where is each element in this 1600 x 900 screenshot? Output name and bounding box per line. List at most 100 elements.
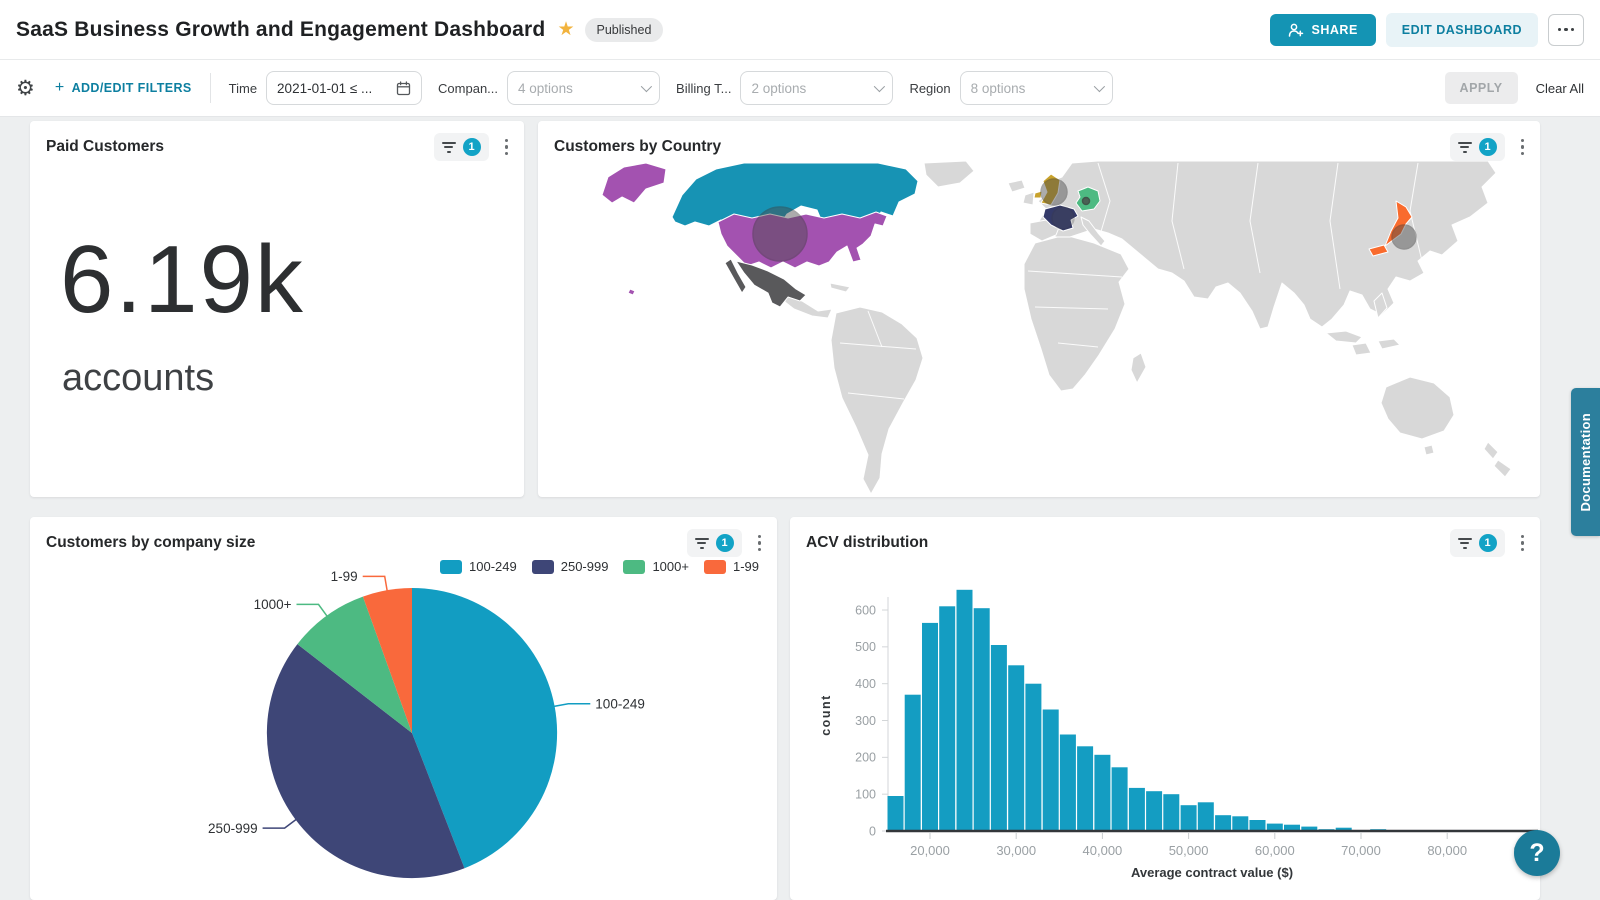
legend-label: 1000+: [652, 559, 689, 574]
share-button-label: SHARE: [1311, 22, 1358, 37]
help-button[interactable]: ?: [1514, 830, 1560, 876]
card-filter-chip[interactable]: 1: [1449, 529, 1505, 557]
legend-item-1000+[interactable]: 1000+: [623, 559, 689, 574]
company-filter-select[interactable]: 4 options: [507, 71, 661, 105]
card-title: ACV distribution: [806, 534, 929, 551]
filter-icon: [441, 141, 456, 153]
legend-label: 1-99: [732, 559, 759, 574]
card-title: Customers by Country: [554, 138, 722, 155]
borneo-landmass: [1351, 342, 1372, 356]
world-map-chart[interactable]: [538, 161, 1540, 497]
legend-item-1-99[interactable]: 1-99: [703, 559, 759, 574]
svg-text:600: 600: [855, 603, 876, 617]
italy-landmass: [1080, 216, 1106, 247]
filter-settings-gear-icon[interactable]: ⚙: [16, 76, 35, 100]
sumatra-landmass: [1325, 330, 1363, 344]
svg-text:250-999: 250-999: [208, 821, 258, 836]
filter-label-region: Region: [909, 80, 951, 96]
edit-dashboard-button[interactable]: EDIT DASHBOARD: [1385, 12, 1538, 47]
chevron-down-icon: [640, 80, 653, 93]
share-button[interactable]: SHARE: [1269, 13, 1376, 46]
tasmania-landmass: [1423, 444, 1435, 456]
iceland-landmass: [1007, 179, 1026, 193]
central-america-landmass: [783, 294, 833, 319]
card-filter-chip[interactable]: 1: [686, 529, 742, 557]
customers-by-company-size-card: Customers by company size 1 100-249 250-9…: [30, 517, 777, 900]
svg-text:200: 200: [855, 751, 876, 765]
histogram-chart[interactable]: 0 100 200 300 400 500 600 20,000 30,000 40,000 50,…: [790, 555, 1540, 900]
help-button-label: ?: [1529, 838, 1545, 867]
region-filter-value: 8 options: [970, 80, 1026, 96]
germany-bubble-marker: [1081, 196, 1091, 206]
legend-item-100-249[interactable]: 100-249: [440, 559, 517, 574]
filter-icon: [694, 537, 709, 549]
united-kingdom-region: [1040, 173, 1061, 206]
greenland-landmass: [923, 161, 975, 188]
add-edit-filters-button[interactable]: + ADD/EDIT FILTERS: [55, 79, 192, 97]
documentation-tab[interactable]: Documentation: [1571, 388, 1600, 536]
filter-count-badge: 1: [715, 534, 734, 552]
billing-filter-select[interactable]: 2 options: [740, 71, 894, 105]
calendar-icon: [396, 80, 411, 95]
card-filter-chip[interactable]: 1: [1449, 133, 1505, 161]
time-filter-value: 2021-01-01 ≤ ...: [277, 80, 373, 96]
time-filter-input[interactable]: 2021-01-01 ≤ ...: [266, 71, 423, 105]
hawaii-region: [627, 288, 636, 296]
status-badge: Published: [584, 17, 664, 42]
svg-text:300: 300: [855, 714, 876, 728]
chevron-down-icon: [1093, 80, 1105, 93]
acv-distribution-card: ACV distribution 1 0 100 200 300 400 500 600 20…: [790, 517, 1540, 900]
alaska-region: [601, 162, 667, 204]
filter-label-company: Compan...: [438, 80, 499, 96]
legend-swatch: [440, 559, 463, 574]
legend-swatch: [531, 559, 554, 574]
filter-count-badge: 1: [1478, 534, 1497, 552]
kpi-unit: accounts: [62, 357, 215, 399]
filter-label-time: Time: [228, 80, 258, 96]
card-menu-kebab-icon[interactable]: [1517, 135, 1529, 160]
region-filter-select[interactable]: 8 options: [959, 71, 1113, 105]
card-title: Paid Customers: [46, 138, 165, 155]
legend-label: 250-999: [560, 559, 609, 574]
card-title: Customers by company size: [46, 534, 256, 551]
documentation-tab-label: Documentation: [1578, 412, 1593, 512]
company-filter-value: 4 options: [518, 80, 573, 96]
svg-text:80,000: 80,000: [1427, 843, 1467, 858]
filter-count-badge: 1: [462, 138, 481, 156]
svg-text:70,000: 70,000: [1341, 843, 1381, 858]
divider: [209, 73, 211, 103]
mexico-region: [735, 260, 807, 308]
more-options-button[interactable]: [1548, 13, 1584, 46]
card-filter-chip[interactable]: 1: [433, 133, 489, 161]
northern-ireland-region: [1033, 190, 1043, 199]
philippines-landmass: [1373, 292, 1388, 319]
billing-filter-value: 2 options: [751, 80, 807, 96]
japan-south-region: [1368, 244, 1389, 257]
japan-bubble-marker: [1391, 224, 1417, 250]
ireland-landmass: [1022, 191, 1035, 206]
chevron-down-icon: [874, 80, 886, 93]
svg-text:100-249: 100-249: [595, 696, 645, 711]
filter-count-badge: 1: [1478, 138, 1497, 156]
pie-chart[interactable]: 100-249 250-999 1000+ 1-99: [30, 553, 777, 900]
svg-text:30,000: 30,000: [996, 843, 1036, 858]
svg-text:500: 500: [855, 640, 876, 654]
legend-item-250-999[interactable]: 250-999: [531, 559, 609, 574]
south-america-landmass: [830, 306, 924, 495]
customers-by-country-card: Customers by Country 1: [538, 121, 1540, 497]
kpi-value: 6.19k: [60, 226, 305, 333]
france-bubble-marker: [1051, 206, 1075, 230]
legend-label: 100-249: [469, 559, 517, 574]
page-title: SaaS Business Growth and Engagement Dash…: [16, 17, 546, 41]
card-menu-kebab-icon[interactable]: [754, 531, 766, 556]
svg-text:Average contract value ($): Average contract value ($): [1131, 865, 1293, 880]
eurasia-landmass: [1037, 161, 1497, 330]
apply-button[interactable]: APPLY: [1444, 72, 1518, 104]
card-menu-kebab-icon[interactable]: [1517, 531, 1529, 556]
favorite-star-icon[interactable]: ★: [557, 19, 575, 40]
new-zealand-landmass: [1483, 441, 1499, 460]
card-menu-kebab-icon[interactable]: [501, 135, 513, 160]
clear-all-button[interactable]: Clear All: [1535, 80, 1584, 96]
filter-label-billing: Billing T...: [676, 80, 732, 96]
